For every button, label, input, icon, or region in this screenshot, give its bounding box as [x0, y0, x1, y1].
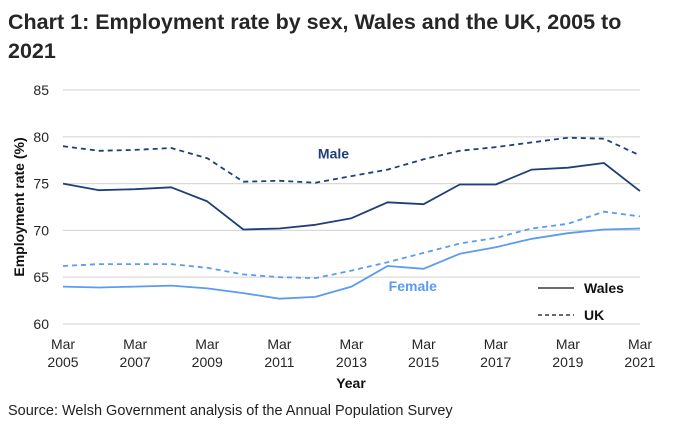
y-tick-label: 85: [33, 82, 49, 98]
x-tick-label-year: 2009: [192, 354, 223, 370]
x-tick-2017: Mar 2017: [480, 336, 511, 370]
gridlines: [63, 89, 640, 325]
source-note: Source: Welsh Government analysis of the…: [8, 403, 453, 419]
x-tick-label-year: 2011: [264, 354, 294, 370]
x-tick-2019: Mar 2019: [552, 336, 583, 370]
x-tick-label-month: Mar: [195, 336, 219, 352]
x-tick-2021: Mar 2021: [624, 336, 655, 370]
series-annotations: Male Female: [318, 145, 437, 294]
y-tick-label: 60: [33, 316, 49, 332]
x-tick-2009: Mar 2009: [192, 336, 223, 370]
legend-label: Wales: [584, 280, 624, 296]
x-tick-label-year: 2021: [624, 354, 655, 370]
y-axis-ticks: 60 65 70 75 80 85: [33, 82, 49, 332]
legend-item-wales: Wales: [538, 280, 624, 296]
line-male-uk: [62, 136, 641, 184]
line-male-wales: [62, 162, 641, 231]
annotation-female: Female: [389, 278, 437, 294]
x-tick-label-month: Mar: [123, 336, 147, 352]
chart-title: Chart 1: Employment rate by sex, Wales a…: [8, 10, 622, 63]
x-axis-label: Year: [336, 375, 366, 391]
legend: Wales UK: [538, 280, 624, 323]
x-tick-label-month: Mar: [628, 336, 652, 352]
x-tick-label-month: Mar: [556, 336, 580, 352]
x-tick-2011: Mar 2011: [264, 336, 294, 370]
line-female-uk: [62, 210, 641, 280]
y-tick-label: 80: [33, 129, 49, 145]
legend-label: UK: [584, 307, 604, 323]
x-tick-label-year: 2007: [120, 354, 151, 370]
y-tick-label: 75: [33, 176, 49, 192]
x-tick-2015: Mar 2015: [408, 336, 439, 370]
x-tick-label-month: Mar: [51, 336, 75, 352]
x-tick-label-month: Mar: [267, 336, 291, 352]
legend-item-uk: UK: [538, 307, 604, 323]
y-axis-label: Employment rate (%): [11, 137, 27, 276]
series-lines: [62, 136, 641, 300]
x-tick-label-year: 2019: [552, 354, 583, 370]
annotation-male: Male: [318, 145, 349, 161]
x-tick-label-month: Mar: [412, 336, 436, 352]
x-tick-label-year: 2005: [47, 354, 78, 370]
x-tick-label-year: 2015: [408, 354, 439, 370]
y-tick-label: 65: [33, 269, 49, 285]
x-tick-2007: Mar 2007: [120, 336, 151, 370]
x-tick-2005: Mar 2005: [47, 336, 78, 370]
x-axis-ticks: Mar 2005 Mar 2007 Mar 2009 Mar 2011 Mar 2013 Mar 20…: [47, 336, 655, 370]
x-tick-label-year: 2017: [480, 354, 511, 370]
x-tick-label-month: Mar: [484, 336, 508, 352]
x-tick-label-year: 2013: [336, 354, 367, 370]
x-tick-label-month: Mar: [339, 336, 363, 352]
line-female-wales: [62, 227, 641, 300]
y-tick-label: 70: [33, 222, 49, 238]
x-tick-2013: Mar 2013: [336, 336, 367, 370]
